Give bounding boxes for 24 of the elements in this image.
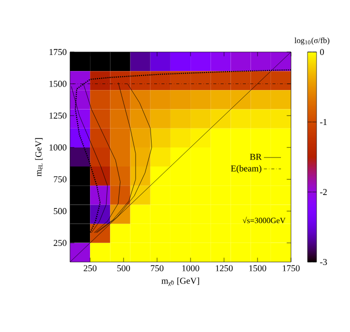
legend-label: E(beam) xyxy=(230,165,262,174)
x-tick-label: 1750 xyxy=(282,265,300,272)
y-axis-title: m$_{ẽL}$ [GeV] xyxy=(35,138,43,176)
x-axis-title: m$_{χ̃0}$ [GeV] xyxy=(161,277,200,286)
x-tick-label: 1000 xyxy=(182,265,200,272)
x-tick-label: 1500 xyxy=(249,265,266,272)
y-tick-label: 250 xyxy=(54,240,66,246)
color-bar-title: log$_{10}$(σ/fb) xyxy=(294,37,330,45)
y-tick-label: 1750 xyxy=(50,48,66,56)
x-tick-label: 250 xyxy=(84,265,96,272)
y-tick-label: 1250 xyxy=(50,112,66,119)
color-bar-label: -1 xyxy=(320,119,327,125)
y-tick-label: 750 xyxy=(54,176,66,182)
y-tick-label: 1000 xyxy=(50,144,66,150)
color-bar-label: 0 xyxy=(320,48,324,56)
x-tick-label: 500 xyxy=(117,265,130,272)
annotation: √s=3000GeV xyxy=(242,216,286,224)
y-tick-label: 500 xyxy=(54,208,66,214)
x-tick-label: 1250 xyxy=(216,265,233,272)
color-bar-label: -2 xyxy=(320,189,327,195)
color-bar-label: -3 xyxy=(320,258,327,266)
x-tick-label: 750 xyxy=(150,265,164,272)
legend-label: BR xyxy=(250,154,262,160)
y-tick-label: 1500 xyxy=(50,80,66,87)
